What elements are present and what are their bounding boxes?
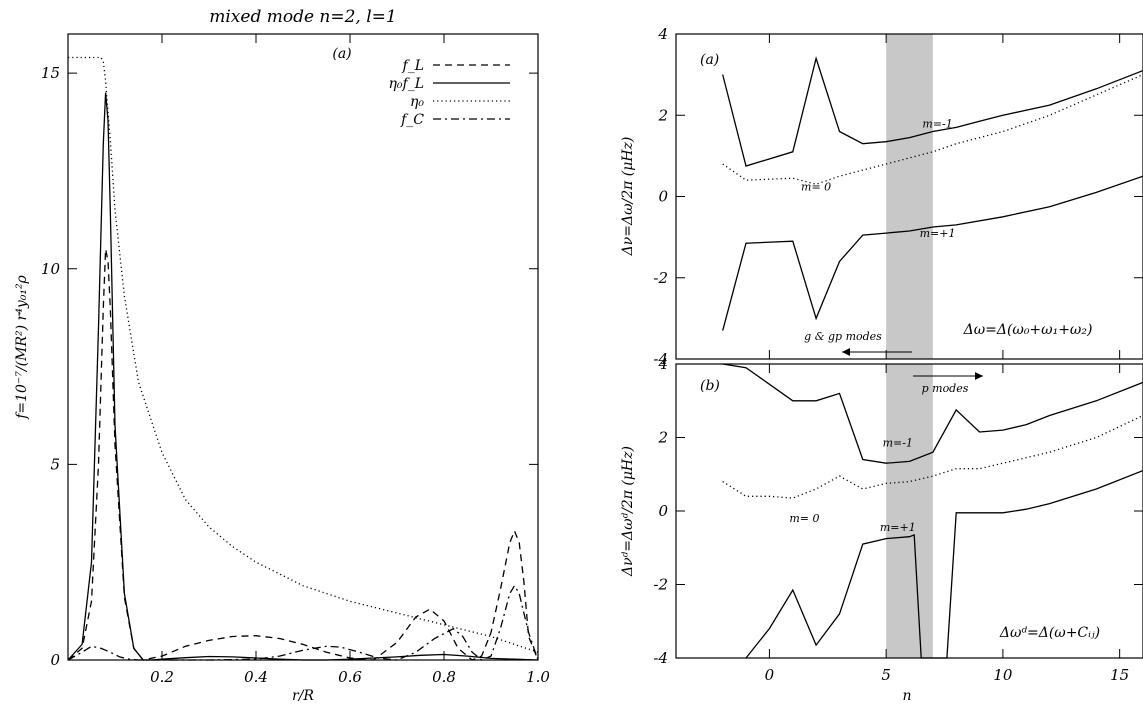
left-xtick-label-4: 1.0 [526,668,550,686]
bottom-ytick-label-0: -4 [653,649,668,667]
bottom-series-label-1: m= 0 [789,512,819,525]
left-y-axis-label: f=10⁻⁷/(MR²) r⁴y₀₁²ρ [14,274,30,419]
top-series-group [722,56,1143,331]
bottom-ticks-group: -4 -2 0 2 4 0 5 10 15 [653,355,1143,684]
bottom-ytick-label-3: 2 [657,429,668,447]
bottom-series-labels: m=-1 m= 0 m=+1 [789,437,915,535]
top-y-axis-label: Δν=Δω/2π (μHz) [620,137,636,257]
left-series-0 [67,249,539,661]
bottom-shaded-region [886,364,933,658]
left-legend: f_L η₀f_L η₀ f_C [389,58,510,128]
top-ticks-group: -4 -2 0 2 4 [653,25,1143,368]
right-x-axis-label: n [902,688,911,704]
bottom-series-0 [722,363,1143,464]
top-series-label-2: m=+1 [920,227,956,240]
legend-label-3: f_C [400,112,424,128]
g-modes-arrowhead-icon [842,348,850,356]
left-xtick-label-1: 0.4 [244,668,268,686]
top-ytick-label-3: 2 [657,106,668,124]
bottom-series-2 [745,469,1143,659]
top-shade-rect [886,34,933,359]
p-modes-arrowhead-icon [975,372,983,380]
p-modes-annotation: p modes [922,382,969,395]
bottom-xtick-label-2: 10 [993,666,1013,684]
left-x-axis-label: r/R [292,688,314,704]
left-series-1 [67,92,539,661]
left-panel-tag: (a) [332,46,351,62]
bottom-ytick-label-2: 0 [658,502,668,520]
bottom-y-axis-label: Δνᵈ=Δωᵈ/2π (μHz) [620,446,636,577]
left-series-3 [67,584,539,661]
bottom-xtick-label-0: 0 [765,666,775,684]
top-series-labels: m=-1 m= 0 m=+1 [801,117,955,240]
top-series-label-1: m= 0 [801,180,831,193]
top-formula: Δω=Δ(ω₀+ω₁+ω₂) [963,322,1093,338]
legend-label-2: η₀ [410,94,424,110]
left-chart-title: mixed mode n=2, l=1 [209,7,397,27]
bottom-ytick-label-1: -2 [653,576,668,594]
left-ytick-label-1: 5 [50,455,60,473]
bottom-panel-tag: (b) [700,378,720,394]
legend-label-0: f_L [402,58,424,74]
left-series-2 [68,56,539,653]
top-ytick-label-1: -2 [653,269,668,287]
top-ytick-label-0: -4 [653,350,668,368]
bottom-shade-rect [886,364,933,658]
left-ytick-label-0: 0 [50,651,60,669]
bottom-xtick-label-3: 15 [1110,666,1129,684]
legend-label-1: η₀f_L [389,76,424,92]
top-shaded-region [886,34,933,359]
bottom-ytick-label-4: 4 [657,355,668,373]
bottom-formula: Δωᵈ=Δ(ω+Cᵢⱼ) [999,625,1100,641]
bottom-series-label-0: m=-1 [883,437,913,450]
left-chart: mixed mode n=2, l=1 0 5 10 15 0.2 0.4 0.6 0.8 1.… [14,7,550,704]
bottom-series-group [722,363,1143,659]
left-ytick-label-2: 10 [41,260,61,278]
bottom-series-label-2: m=+1 [880,521,916,534]
right-charts: -4 -2 0 2 4 -4 -2 0 2 4 0 5 10 15 (a) (b) Δω=Δ(ω₀+ω₁… [620,25,1143,704]
left-series-group [67,56,539,661]
left-ticks-group: 0 5 10 15 0.2 0.4 0.6 0.8 1.0 [41,34,550,686]
g-modes-annotation: g & gp modes [804,330,882,343]
top-panel-tag: (a) [700,52,719,68]
left-axes-frame [67,33,539,661]
left-xtick-label-0: 0.2 [150,668,174,686]
top-series-2 [722,175,1143,331]
top-series-0 [722,56,1143,167]
top-series-label-0: m=-1 [922,117,952,130]
top-ytick-label-2: 0 [658,188,668,206]
left-ytick-label-3: 15 [41,64,60,82]
bottom-series-1 [722,414,1143,499]
top-ytick-label-4: 4 [657,25,668,43]
bottom-xtick-label-1: 5 [881,666,891,684]
left-xtick-label-3: 0.8 [432,668,456,686]
left-xtick-label-2: 0.6 [338,668,362,686]
